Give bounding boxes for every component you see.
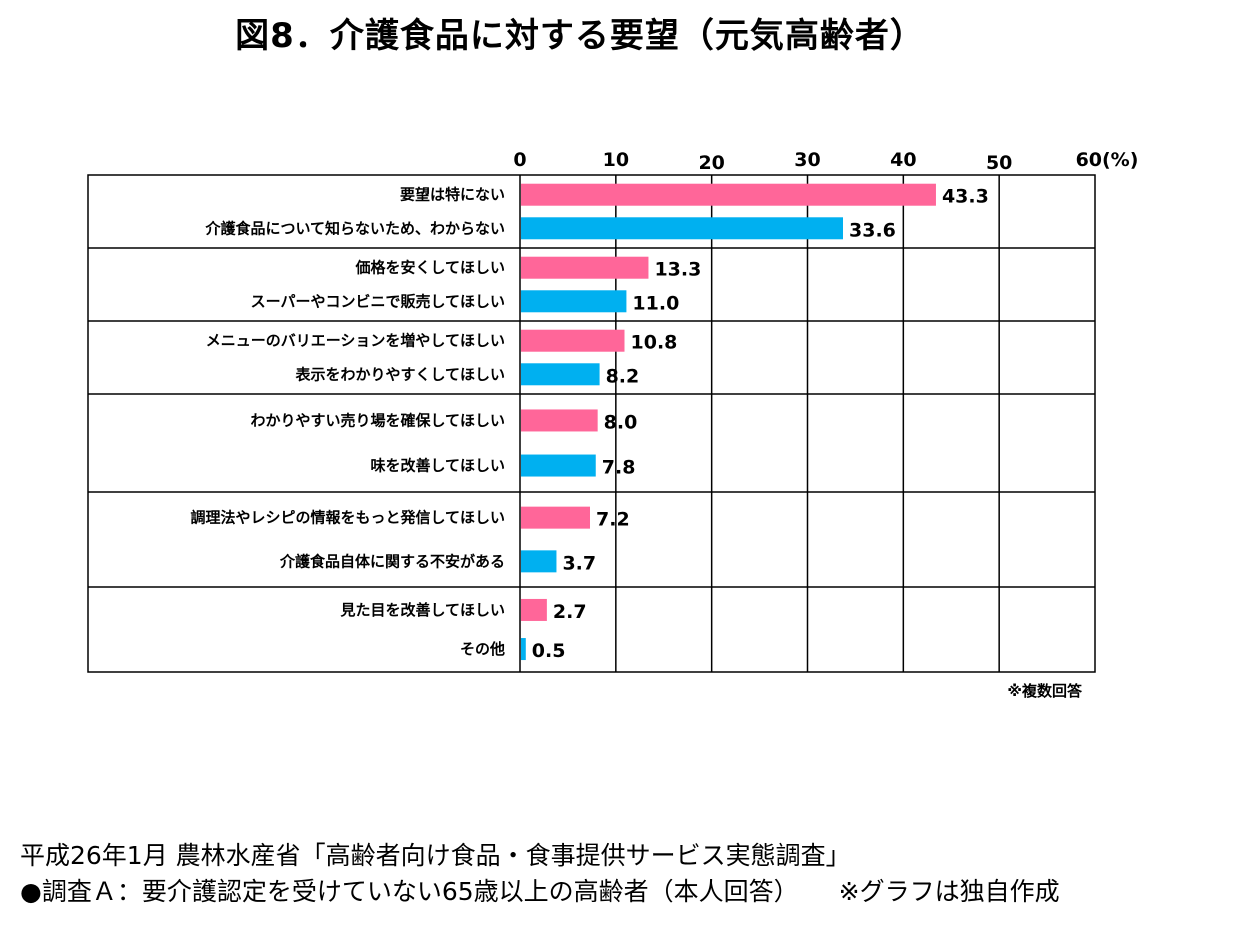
bar [521,183,936,206]
data-label: 8.2 [606,365,640,387]
category-label: わかりやすい売り場を確保してほしい [250,411,505,429]
category-label: 調理法やレシピの情報をもっと発信してほしい [190,509,505,527]
x-tick-label: 40 [890,149,916,171]
x-tick-label: 60(%) [1076,149,1139,171]
data-label: 7.2 [596,509,630,531]
category-label: スーパーやコンビニで販売してほしい [251,292,505,310]
bar [521,409,598,432]
category-label: 見た目を改善してほしい [339,601,505,619]
source-text: 平成26年1月 農林水産省「高齢者向け食品・食事提供サービス実態調査」 [20,841,851,870]
category-label: 介護食品について知らないため、わからない [204,219,505,237]
data-label: 8.0 [604,411,638,433]
data-label: 11.0 [632,292,679,314]
bar [521,454,596,477]
data-label: 10.8 [631,332,678,354]
chart-title: 図8．介護食品に対する要望（元気高齢者） [235,16,925,56]
category-label: 介護食品自体に関する不安がある [279,552,505,570]
category-label: その他 [460,640,505,658]
bar [521,290,627,313]
bar [521,550,557,573]
source-line-1: 平成26年1月 農林水産省「高齢者向け食品・食事提供サービス実態調査」 [20,836,851,872]
bar [521,256,649,279]
data-label: 13.3 [654,259,701,281]
data-label: 33.6 [849,219,896,241]
category-label: メニューのバリエーションを増やしてほしい [206,332,505,350]
bar [521,217,843,240]
bar [521,506,590,529]
multiple-answer-note: ※複数回答 [1007,682,1082,700]
bar [521,638,526,661]
category-label: 味を改善してほしい [370,457,505,475]
plot-frame [87,174,1096,673]
bar [521,329,625,352]
data-label: 7.8 [602,457,636,479]
bar [521,363,600,386]
x-tick-label: 20 [698,152,724,174]
data-label: 43.3 [942,186,989,208]
x-tick-label: 50 [986,152,1012,174]
survey-description: ●調査Ａ：要介護認定を受けていない65歳以上の高齢者（本人回答） [20,877,799,906]
x-tick-label: 10 [603,149,629,171]
category-label: 価格を安くしてほしい [354,259,505,277]
category-label: 表示をわかりやすくしてほしい [295,365,505,383]
data-label: 2.7 [553,601,587,623]
x-tick-label: 30 [794,149,820,171]
category-label: 要望は特にない [400,186,505,204]
graph-note: ※グラフは独自作成 [838,877,1060,906]
data-label: 3.7 [562,552,596,574]
source-line-2: ●調査Ａ：要介護認定を受けていない65歳以上の高齢者（本人回答） ※グラフは独自作… [20,872,1060,908]
x-tick-label: 0 [513,149,526,171]
bar [521,598,547,621]
data-label: 0.5 [532,640,566,662]
